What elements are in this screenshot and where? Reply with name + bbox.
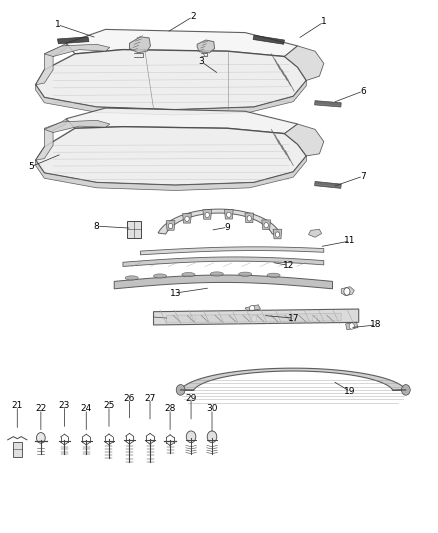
Circle shape <box>402 385 410 395</box>
Polygon shape <box>197 40 215 53</box>
Polygon shape <box>253 35 285 44</box>
Polygon shape <box>308 229 321 237</box>
Text: 22: 22 <box>35 405 46 414</box>
Text: 2: 2 <box>190 12 196 21</box>
Polygon shape <box>130 37 150 53</box>
Text: 3: 3 <box>199 58 205 66</box>
Polygon shape <box>153 309 359 325</box>
Polygon shape <box>158 209 280 234</box>
Text: 30: 30 <box>206 405 218 414</box>
Ellipse shape <box>210 272 223 276</box>
Polygon shape <box>44 120 110 133</box>
Circle shape <box>176 385 185 395</box>
Circle shape <box>186 431 196 442</box>
Polygon shape <box>346 322 358 330</box>
Text: 28: 28 <box>164 405 176 414</box>
Polygon shape <box>66 108 297 134</box>
Text: 6: 6 <box>360 86 366 95</box>
Ellipse shape <box>153 274 166 278</box>
Text: 24: 24 <box>81 405 92 414</box>
Polygon shape <box>314 181 341 188</box>
Ellipse shape <box>267 273 280 277</box>
Circle shape <box>250 305 255 312</box>
Polygon shape <box>224 209 233 219</box>
Polygon shape <box>35 127 306 185</box>
Ellipse shape <box>239 272 252 276</box>
Polygon shape <box>35 43 66 85</box>
Polygon shape <box>273 229 282 239</box>
Circle shape <box>226 212 231 217</box>
Text: 19: 19 <box>344 387 356 396</box>
Circle shape <box>185 216 189 222</box>
Text: 27: 27 <box>145 394 155 403</box>
Text: 25: 25 <box>103 401 115 410</box>
Polygon shape <box>35 80 306 115</box>
Polygon shape <box>66 29 297 56</box>
Polygon shape <box>245 305 261 312</box>
Polygon shape <box>245 213 254 223</box>
Text: 26: 26 <box>124 394 135 403</box>
Ellipse shape <box>182 272 195 277</box>
Circle shape <box>264 223 268 228</box>
Polygon shape <box>44 44 110 56</box>
Circle shape <box>168 223 173 229</box>
Text: 17: 17 <box>287 313 299 322</box>
Text: 9: 9 <box>225 223 231 232</box>
Polygon shape <box>341 287 354 296</box>
Polygon shape <box>35 156 306 190</box>
Text: 1: 1 <box>321 18 327 27</box>
Bar <box>13 442 21 457</box>
Polygon shape <box>183 214 191 223</box>
Polygon shape <box>57 37 89 44</box>
Circle shape <box>312 316 318 322</box>
Text: 29: 29 <box>185 394 197 403</box>
Polygon shape <box>262 220 271 230</box>
Text: 8: 8 <box>94 222 99 231</box>
Text: 12: 12 <box>283 261 294 270</box>
Circle shape <box>205 212 209 217</box>
Text: 5: 5 <box>28 162 34 171</box>
Text: 11: 11 <box>344 237 356 246</box>
Text: 18: 18 <box>371 320 382 329</box>
Ellipse shape <box>125 276 138 280</box>
Circle shape <box>247 216 251 221</box>
Polygon shape <box>141 247 324 255</box>
Polygon shape <box>285 124 324 156</box>
Polygon shape <box>314 101 341 107</box>
Polygon shape <box>166 221 175 230</box>
Text: 13: 13 <box>170 288 181 297</box>
Circle shape <box>349 323 354 329</box>
Polygon shape <box>180 368 406 390</box>
Circle shape <box>36 433 45 443</box>
Circle shape <box>344 288 350 295</box>
Circle shape <box>275 232 279 237</box>
Polygon shape <box>35 50 306 110</box>
Circle shape <box>190 316 195 322</box>
Text: 7: 7 <box>360 172 366 181</box>
Circle shape <box>251 316 257 322</box>
Polygon shape <box>166 313 341 323</box>
Polygon shape <box>285 46 324 80</box>
Text: 23: 23 <box>59 401 70 410</box>
Text: 1: 1 <box>55 20 60 29</box>
Polygon shape <box>114 275 332 289</box>
Circle shape <box>207 431 217 442</box>
Polygon shape <box>203 209 212 219</box>
Polygon shape <box>123 257 324 266</box>
Bar <box>127 221 141 238</box>
Text: 21: 21 <box>11 401 23 410</box>
Polygon shape <box>35 119 66 160</box>
